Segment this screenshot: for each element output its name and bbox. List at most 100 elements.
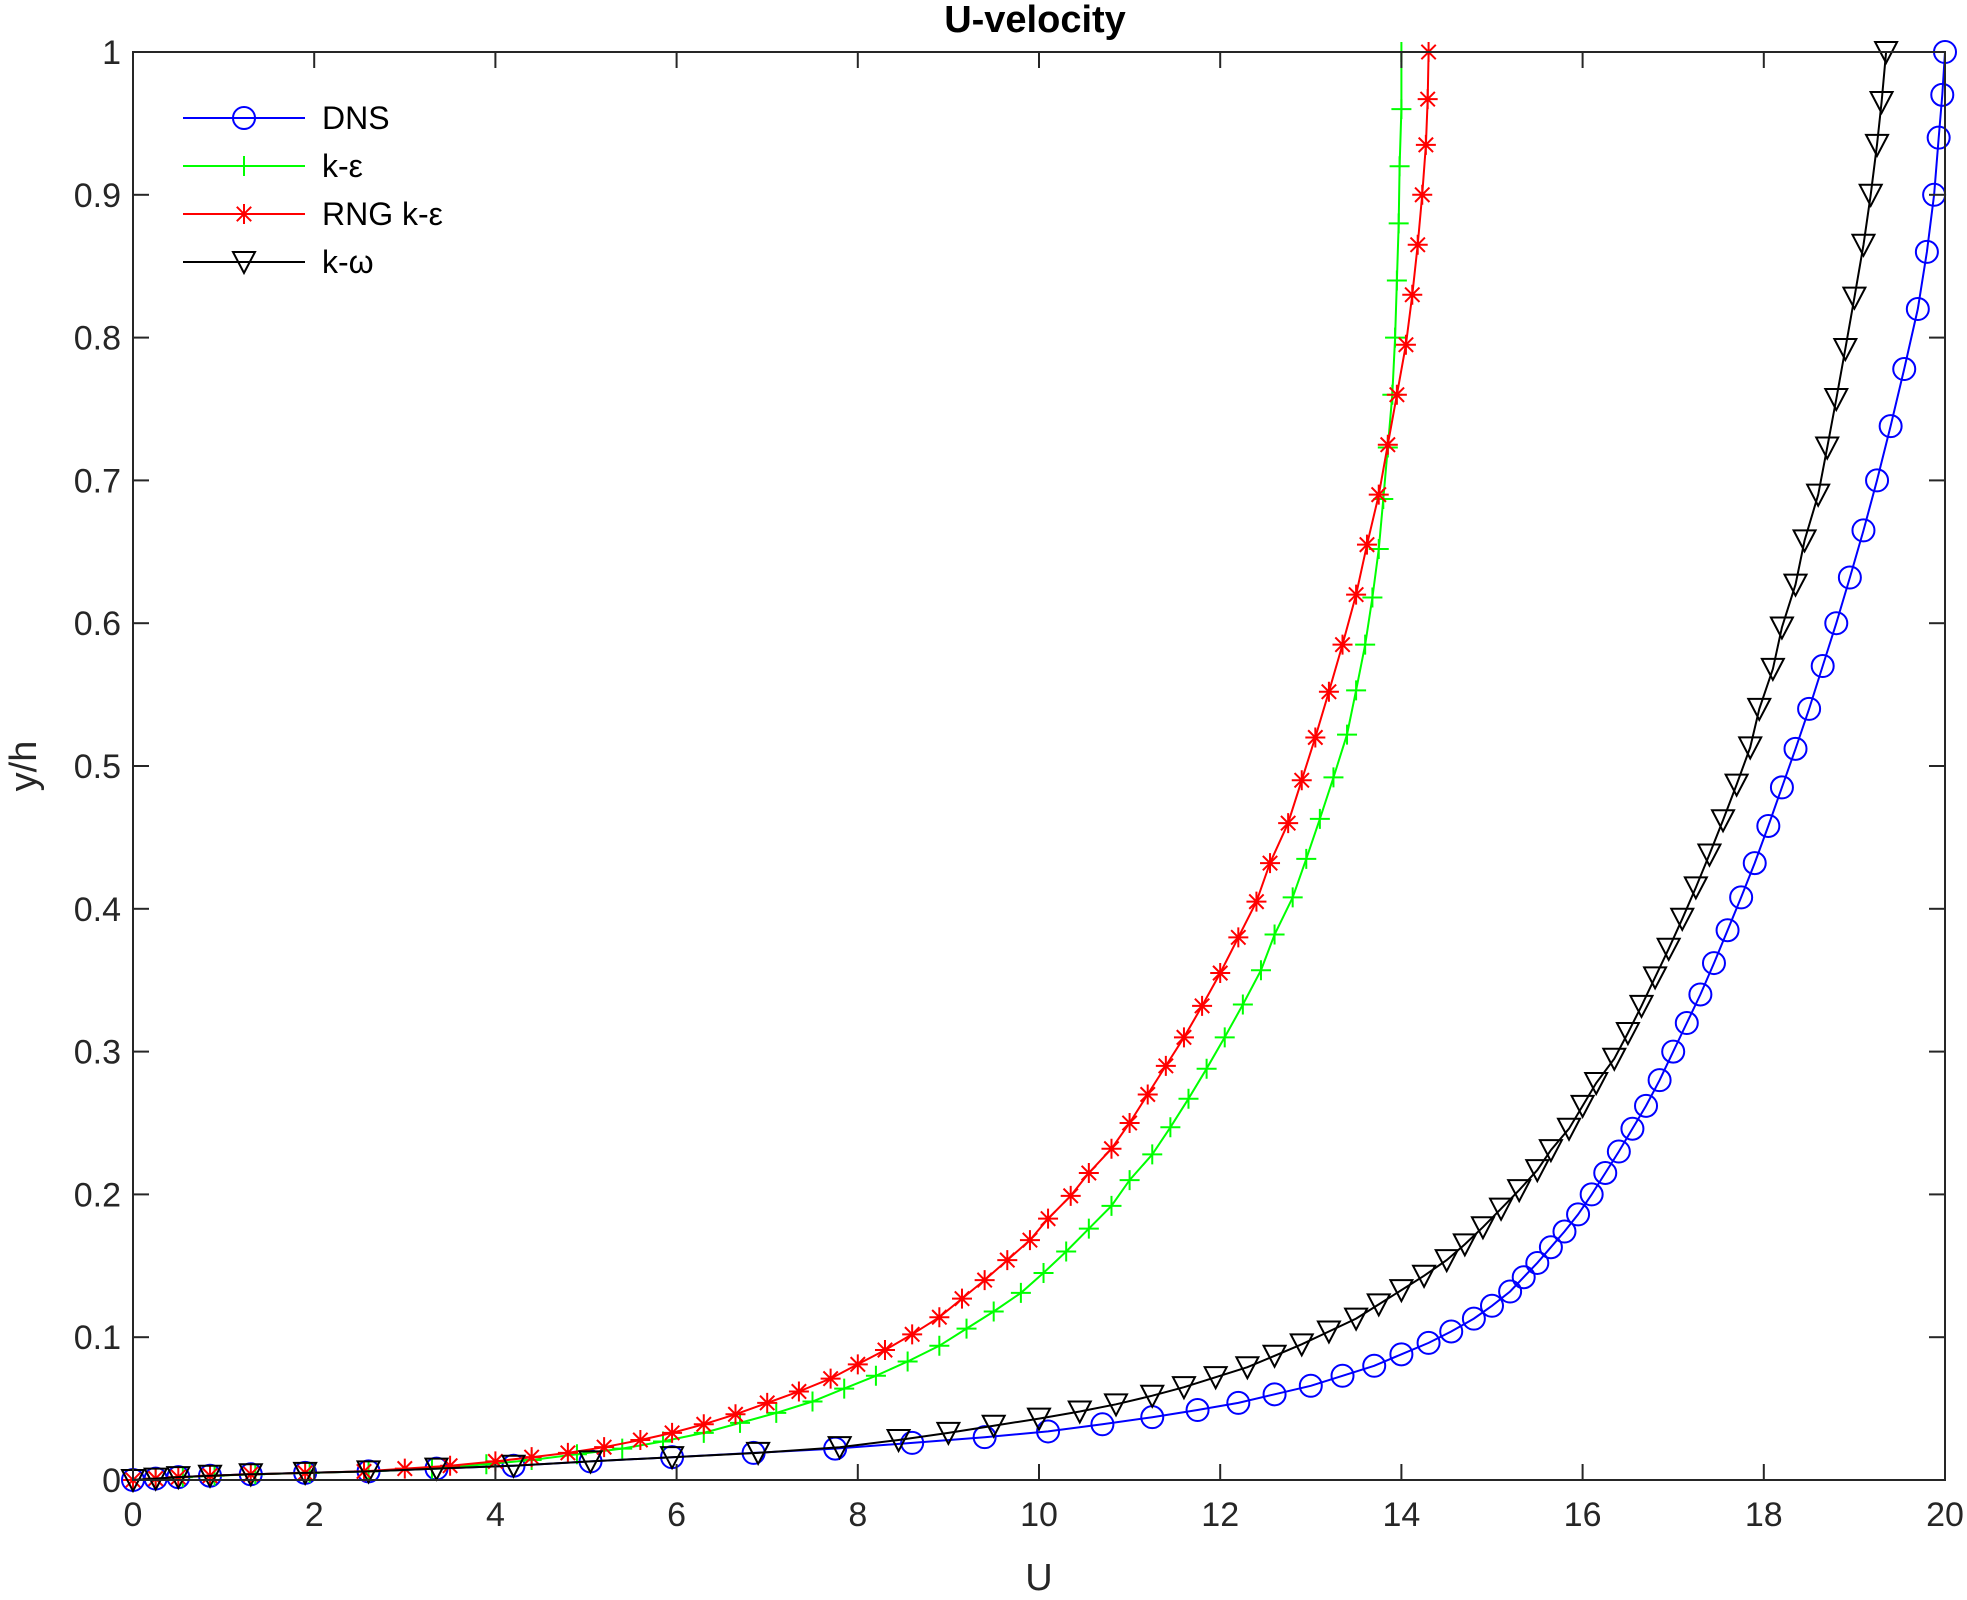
data-point [1078, 1218, 1099, 1239]
data-point [1318, 681, 1339, 702]
data-point [1234, 1356, 1261, 1381]
data-point [1343, 1307, 1369, 1332]
data-point [981, 1414, 1007, 1439]
y-tick-label: 0.6 [74, 605, 121, 643]
data-point [757, 1392, 778, 1413]
data-point [1710, 809, 1736, 834]
y-tick-label: 0.9 [74, 177, 121, 215]
data-point [827, 1436, 853, 1461]
data-point [1791, 529, 1818, 554]
data-point [1669, 907, 1695, 932]
y-tick-label: 0.3 [74, 1034, 121, 1072]
data-point [1210, 963, 1231, 984]
data-point [1386, 270, 1407, 291]
data-point [1250, 960, 1271, 981]
data-point [1858, 183, 1884, 208]
data-point [1769, 775, 1794, 800]
data-point [1103, 1393, 1129, 1418]
x-tick-label: 16 [1564, 1496, 1602, 1534]
series-2 [123, 42, 1439, 1490]
data-point [1033, 1262, 1054, 1283]
data-point [1661, 1039, 1686, 1064]
legend-marker [234, 204, 254, 224]
data-point [1388, 213, 1409, 234]
data-point [1192, 995, 1213, 1016]
data-point [1805, 483, 1831, 508]
data-point [1178, 1088, 1199, 1109]
data-point [1810, 654, 1835, 679]
data-point [1262, 1382, 1287, 1407]
data-point [1385, 327, 1406, 348]
data-point [1332, 634, 1353, 655]
data-point [1090, 1412, 1115, 1437]
data-point [1579, 1182, 1604, 1207]
data-point [1362, 587, 1383, 608]
data-point [1701, 951, 1726, 976]
data-point [1538, 1139, 1564, 1164]
data-point [1647, 1068, 1672, 1093]
x-tick-label: 4 [486, 1496, 505, 1534]
data-point [355, 1460, 382, 1485]
data-point [745, 1441, 771, 1467]
data-point [1366, 1293, 1392, 1318]
data-point [1282, 887, 1303, 908]
data-point [659, 1446, 685, 1471]
data-point [1232, 994, 1253, 1015]
y-axis-label: y/h [3, 741, 45, 792]
data-point [874, 1340, 895, 1361]
data-point [865, 1365, 886, 1386]
data-point [1868, 90, 1895, 116]
data-point [1402, 284, 1423, 305]
data-point [1674, 1011, 1699, 1036]
data-point [1119, 1113, 1140, 1133]
data-point [1330, 1363, 1355, 1388]
data-point [1841, 286, 1868, 311]
data-point [1036, 1419, 1061, 1444]
data-point [1864, 133, 1890, 158]
data-point [1683, 876, 1709, 901]
data-point [1155, 1055, 1176, 1076]
data-point [1173, 1027, 1194, 1048]
y-tick-label: 0.5 [74, 748, 121, 786]
x-tick-label: 6 [667, 1496, 686, 1534]
data-point [897, 1351, 918, 1372]
data-point [1742, 851, 1767, 876]
legend-label: k-ω [322, 244, 374, 280]
data-point [1823, 388, 1849, 413]
data-point [1261, 1344, 1288, 1369]
data-point [997, 1250, 1018, 1271]
data-point [1264, 924, 1285, 945]
legend-label: k-ε [322, 148, 363, 184]
legend-marker [231, 251, 257, 276]
x-tick-label: 12 [1201, 1496, 1239, 1534]
data-point [1389, 156, 1410, 177]
y-tick-label: 0.4 [74, 891, 121, 929]
legend-label: DNS [322, 100, 390, 136]
data-point [1470, 1216, 1496, 1241]
y-tick-label: 0.2 [74, 1176, 121, 1214]
data-point [1620, 1116, 1645, 1141]
axis-ticks: 0 2 4 6 8 10 12 14 16 18 20 0 0.1 0.2 0.3 0.4 0.5 0.6 0.7 0… [74, 34, 1964, 1534]
data-point [1362, 1353, 1387, 1378]
data-point [1434, 1249, 1460, 1274]
legend-marker [232, 106, 256, 130]
legend-marker [234, 156, 254, 176]
data-point [500, 1454, 527, 1479]
data-point [693, 1414, 714, 1435]
data-point [1737, 736, 1763, 761]
data-point [1769, 616, 1795, 641]
data-point [1291, 770, 1312, 791]
data-point [1411, 1264, 1437, 1289]
data-point [929, 1335, 950, 1356]
data-point [197, 1464, 223, 1489]
x-tick-label: 2 [305, 1496, 324, 1534]
data-point [1837, 565, 1862, 590]
data-point [1346, 584, 1367, 605]
data-point [1260, 853, 1281, 874]
data-point [1865, 468, 1890, 493]
data-point [1525, 1250, 1550, 1275]
data-point [394, 1458, 415, 1479]
data-point [1415, 134, 1436, 155]
data-point [594, 1437, 615, 1458]
